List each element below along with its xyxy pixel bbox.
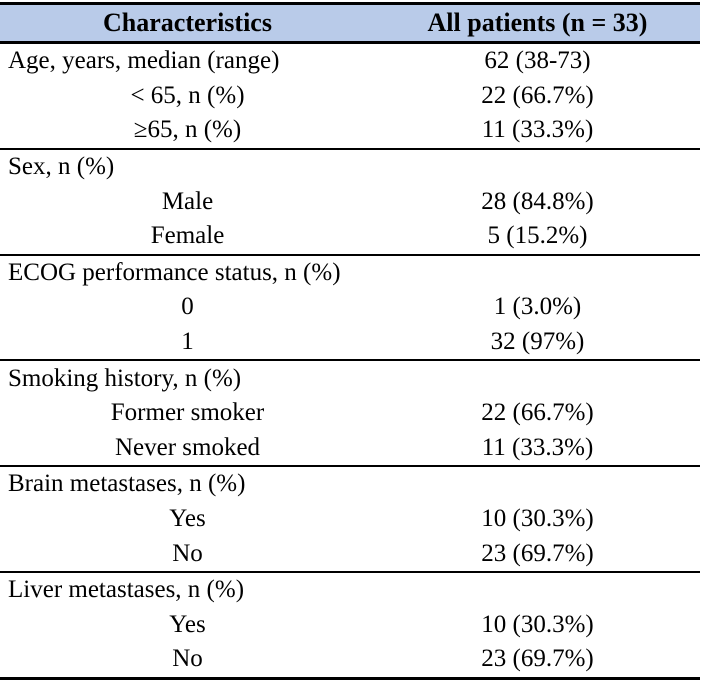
table-row: Smoking history, n (%) (0, 359, 700, 396)
value-cell (375, 465, 700, 502)
table-row: 0 1 (3.0%) (0, 290, 700, 325)
characteristic-cell: 1 (181, 328, 194, 356)
characteristic-cell: No (0, 642, 375, 680)
table-row: Age, years, median (range) 62 (38-73) (0, 43, 700, 79)
table-body: Age, years, median (range) 62 (38-73) < 65… (0, 43, 700, 680)
table-row: Male 28 (84.8%) (0, 184, 700, 219)
value-cell: 23 (69.7%) (375, 642, 700, 680)
header-row: Characteristics All patients (n = 33) (0, 2, 700, 44)
value-cell: 1 (3.0%) (493, 293, 582, 321)
table-row: Yes 10 (30.3%) (0, 502, 700, 537)
characteristic-cell: Yes (169, 505, 206, 533)
table-row: Yes 10 (30.3%) (0, 608, 700, 643)
table-row: No 23 (69.7%) (0, 536, 700, 572)
value-cell: 22 (66.7%) (481, 399, 594, 427)
table-row: ≥65, n (%) 11 (33.3%) (0, 113, 700, 149)
characteristic-cell: Smoking history, n (%) (0, 359, 375, 396)
characteristic-cell: Male (161, 187, 214, 215)
characteristic-cell: Brain metastases, n (%) (0, 465, 375, 502)
characteristic-cell: ECOG performance status, n (%) (0, 253, 375, 291)
characteristic-cell: < 65, n (%) (130, 81, 245, 109)
value-cell: 28 (84.8%) (481, 187, 594, 215)
table-row: Never smoked 11 (33.3%) (0, 431, 700, 467)
value-cell: 22 (66.7%) (481, 81, 594, 109)
characteristic-cell: 0 (181, 293, 194, 321)
table-row: Female 5 (15.2%) (0, 219, 700, 255)
patient-characteristics-table: Characteristics All patients (n = 33) Ag… (0, 2, 700, 680)
table-row: No 23 (69.7%) (0, 642, 700, 680)
characteristic-cell: ≥65, n (%) (133, 116, 242, 144)
header-all-patients: All patients (n = 33) (375, 2, 700, 44)
header-characteristics: Characteristics (0, 2, 375, 44)
value-cell: 10 (30.3%) (481, 610, 594, 638)
value-cell (375, 147, 700, 185)
value-cell: 10 (30.3%) (481, 505, 594, 533)
value-cell: 23 (69.7%) (481, 539, 594, 567)
value-cell: 62 (38-73) (484, 47, 591, 75)
characteristic-cell: Liver metastases, n (%) (0, 570, 375, 608)
value-cell: 11 (33.3%) (481, 116, 594, 144)
table-row: Liver metastases, n (%) (0, 570, 700, 608)
characteristic-cell: Yes (169, 610, 206, 638)
table-row: 1 32 (97%) (0, 325, 700, 361)
characteristic-cell: Former smoker (110, 399, 265, 427)
value-cell: 5 (15.2%) (487, 222, 588, 250)
table-row: Former smoker 22 (66.7%) (0, 396, 700, 431)
value-cell: 11 (33.3%) (481, 433, 594, 461)
table-row: Brain metastases, n (%) (0, 465, 700, 502)
value-cell (375, 359, 700, 396)
table-row: ECOG performance status, n (%) (0, 253, 700, 291)
value-cell (375, 253, 700, 291)
characteristic-cell: Age, years, median (range) (8, 47, 280, 75)
characteristic-cell: Never smoked (114, 433, 261, 461)
characteristic-cell: Female (150, 222, 225, 250)
table-row: < 65, n (%) 22 (66.7%) (0, 79, 700, 114)
table-header: Characteristics All patients (n = 33) (0, 2, 700, 44)
value-cell: 32 (97%) (490, 328, 585, 356)
value-cell (375, 570, 700, 608)
characteristic-cell: Sex, n (%) (0, 147, 375, 185)
characteristic-cell: No (172, 539, 203, 567)
page: Characteristics All patients (n = 33) Ag… (0, 2, 700, 680)
table-row: Sex, n (%) (0, 147, 700, 185)
